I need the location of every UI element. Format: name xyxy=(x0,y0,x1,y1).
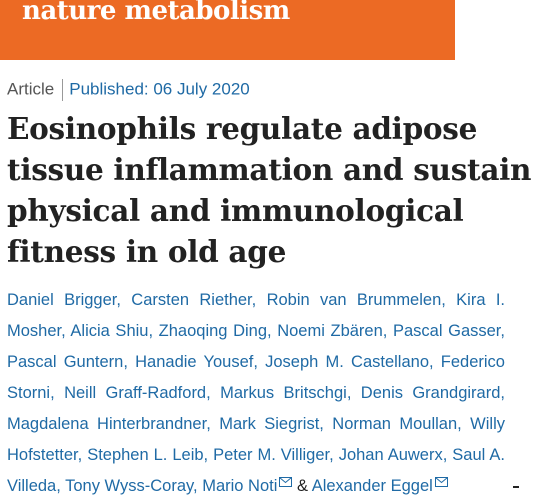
author-name[interactable]: Neill Graff-Radford xyxy=(64,384,207,402)
author-name[interactable]: Willy Hofstetter xyxy=(7,415,505,464)
author-name[interactable]: Zhaoqing Ding xyxy=(158,322,268,340)
separator: , xyxy=(77,446,83,464)
author-name[interactable]: Pascal Gasser xyxy=(392,322,501,340)
author-name[interactable]: Hanadie Yousef xyxy=(135,353,254,371)
author-name[interactable]: Peter M. Villiger xyxy=(213,446,330,464)
separator: , xyxy=(123,353,128,371)
more-icon[interactable] xyxy=(513,486,519,488)
separator: , xyxy=(148,322,154,340)
email-icon[interactable] xyxy=(279,477,293,487)
author-name[interactable]: Stephen L. Leib xyxy=(87,446,204,464)
separator: , xyxy=(253,353,258,371)
publish-date: Published: 06 July 2020 xyxy=(69,79,250,99)
author-name[interactable]: Noemi Zbären xyxy=(277,322,383,340)
separator: , xyxy=(116,291,121,309)
author-name[interactable]: Mario Noti xyxy=(202,477,278,495)
separator: , xyxy=(206,415,211,433)
author-name[interactable]: Robin van Brummelen xyxy=(266,291,442,309)
separator: , xyxy=(329,446,334,464)
author-name[interactable]: Saul A. Villeda xyxy=(7,446,505,495)
author-name[interactable]: Alicia Shiu xyxy=(70,322,149,340)
separator: , xyxy=(319,415,324,433)
separator: , xyxy=(500,322,505,340)
conjunction: & xyxy=(297,477,309,495)
separator: , xyxy=(382,322,388,340)
separator: , xyxy=(267,322,272,340)
author-name[interactable]: Joseph M. Castellano xyxy=(265,353,429,371)
separator: , xyxy=(441,291,446,309)
journal-header: nature metabolism xyxy=(0,0,455,60)
separator: , xyxy=(56,477,61,495)
author-name[interactable]: Daniel Brigger xyxy=(7,291,117,309)
separator: , xyxy=(429,353,434,371)
author-name[interactable]: Norman Moullan xyxy=(332,415,458,433)
author-name[interactable]: Mark Siegrist xyxy=(219,415,320,433)
author-name[interactable]: Markus Britschgi xyxy=(220,384,347,402)
meta-divider xyxy=(62,79,64,101)
article-meta: Article Published: 06 July 2020 xyxy=(7,79,250,101)
author-name[interactable]: Federico Storni xyxy=(7,353,505,402)
author-list: Daniel Brigger, Carsten Riether, Robin v… xyxy=(7,285,505,501)
email-icon[interactable] xyxy=(434,477,448,487)
separator: , xyxy=(50,384,55,402)
separator: , xyxy=(457,415,462,433)
author-name[interactable]: Pascal Guntern xyxy=(7,353,124,371)
author-name[interactable]: Johan Auwerx xyxy=(338,446,443,464)
article-type: Article xyxy=(7,79,55,99)
author-name[interactable]: Tony Wyss-Coray xyxy=(65,477,194,495)
journal-brand[interactable]: nature metabolism xyxy=(22,0,290,26)
separator: , xyxy=(251,291,257,309)
author-name[interactable]: Alexander Eggel xyxy=(311,477,433,495)
separator: , xyxy=(442,446,448,464)
separator: , xyxy=(193,477,198,495)
separator: , xyxy=(500,384,505,402)
separator: , xyxy=(203,446,209,464)
author-name[interactable]: Denis Grandgirard xyxy=(360,384,501,402)
separator: , xyxy=(206,384,211,402)
author-name[interactable]: Carsten Riether xyxy=(131,291,252,309)
author-name[interactable]: Kira I. Mosher xyxy=(7,291,505,340)
separator: , xyxy=(346,384,352,402)
article-title: Eosinophils regulate adipose tissue infl… xyxy=(7,111,532,269)
author-name[interactable]: Magdalena Hinterbrandner xyxy=(7,415,207,433)
separator: , xyxy=(61,322,66,340)
